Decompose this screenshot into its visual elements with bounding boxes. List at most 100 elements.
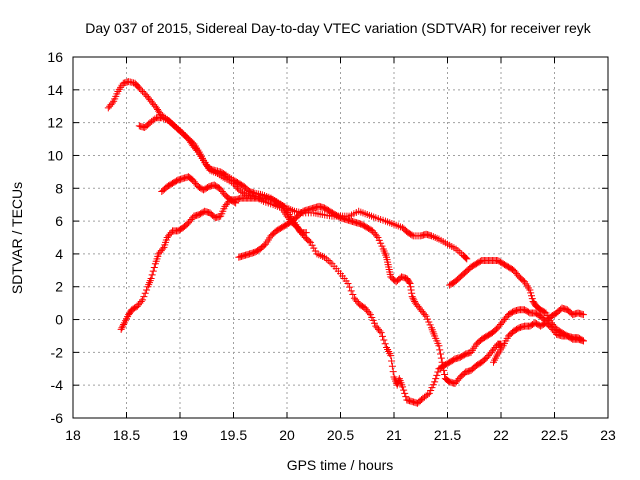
y-tick-label: 8 [55, 180, 63, 196]
series-track-5 [235, 202, 505, 388]
x-tick-label: 18 [65, 427, 81, 443]
y-tick-label: 10 [47, 147, 63, 163]
y-tick-label: -4 [51, 377, 64, 393]
data-point [374, 234, 382, 241]
data-point [378, 332, 386, 340]
data-point [399, 383, 407, 391]
data-point [439, 362, 447, 370]
data-point [149, 267, 157, 275]
data-point [405, 278, 413, 286]
data-point [347, 287, 355, 295]
data-point [118, 324, 126, 332]
data-point [346, 283, 354, 291]
y-tick-label: 2 [55, 279, 63, 295]
data-point [424, 391, 432, 399]
data-point [178, 128, 186, 136]
x-tick-label: 20 [279, 427, 295, 443]
series-track-7 [490, 319, 587, 366]
data-point [308, 241, 316, 249]
y-tick-label: -2 [51, 344, 64, 360]
data-point [137, 86, 145, 94]
series-track-4 [117, 196, 240, 333]
data-point [344, 279, 352, 287]
data-point [408, 293, 416, 301]
data-point [461, 253, 469, 261]
data-point [462, 254, 470, 262]
y-tick-label: 6 [55, 213, 63, 229]
data-point [435, 342, 443, 350]
data-point [408, 231, 416, 239]
data-point [426, 321, 434, 329]
y-tick-label: 12 [47, 115, 63, 131]
data-point [528, 295, 536, 303]
data-point [437, 354, 445, 362]
x-axis-label: GPS time / hours [287, 457, 394, 473]
data-point [422, 312, 430, 320]
data-point [305, 237, 313, 245]
data-point [230, 198, 238, 206]
data-point [526, 286, 534, 294]
data-point [437, 350, 445, 358]
data-point [441, 371, 449, 379]
series-track-3 [158, 173, 587, 407]
y-axis-label: SDTVAR / TECUs [9, 182, 25, 294]
axis-ticks: 18 18.5 19 19.5 20 20.5 21 21.5 22 22.5 23 -6 -4 -2 0 2… [47, 49, 616, 443]
data-point [431, 378, 439, 386]
data-point [232, 199, 240, 207]
y-tick-label: 0 [55, 312, 63, 328]
data-point [378, 242, 386, 250]
data-point [438, 358, 446, 366]
data-point [408, 289, 416, 297]
data-point [401, 389, 409, 397]
data-point [375, 236, 383, 244]
y-tick-label: 4 [55, 246, 63, 262]
data-point [120, 320, 128, 328]
data-point [432, 375, 440, 383]
data-point [139, 296, 147, 304]
x-tick-label: 23 [600, 427, 616, 443]
data-point [388, 362, 396, 370]
data-point [407, 286, 415, 294]
y-tick-label: 16 [47, 49, 63, 65]
y-tick-label: 14 [47, 82, 63, 98]
data-series [104, 78, 587, 407]
data-point [425, 318, 433, 326]
data-point [140, 293, 148, 301]
data-point [181, 132, 189, 140]
data-point [421, 311, 429, 319]
x-tick-label: 18.5 [113, 427, 140, 443]
data-point [369, 316, 377, 324]
data-point [117, 325, 125, 333]
data-point [434, 368, 442, 376]
data-point [440, 366, 448, 374]
data-point [388, 357, 396, 365]
x-tick-label: 21 [386, 427, 402, 443]
series-track-2 [135, 114, 310, 237]
x-tick-label: 19.5 [220, 427, 247, 443]
data-point [310, 244, 318, 252]
data-point [387, 352, 395, 360]
x-tick-label: 22 [493, 427, 509, 443]
data-point [169, 121, 177, 129]
data-point [410, 296, 418, 304]
data-point [135, 84, 143, 92]
x-tick-label: 19 [172, 427, 188, 443]
data-point [140, 89, 148, 97]
data-point [137, 297, 145, 305]
data-point [373, 232, 381, 240]
data-point [370, 319, 378, 327]
data-point [427, 387, 435, 395]
data-point [180, 130, 188, 138]
data-point [429, 381, 437, 389]
data-point [377, 239, 385, 247]
data-point [183, 133, 191, 141]
data-point [108, 99, 116, 107]
y-tick-label: -6 [51, 410, 64, 426]
data-point [423, 315, 431, 323]
data-point [349, 291, 357, 299]
data-point [425, 389, 433, 397]
data-point [463, 255, 471, 263]
chart-title: Day 037 of 2015, Sidereal Day-to-day VTE… [85, 20, 591, 36]
